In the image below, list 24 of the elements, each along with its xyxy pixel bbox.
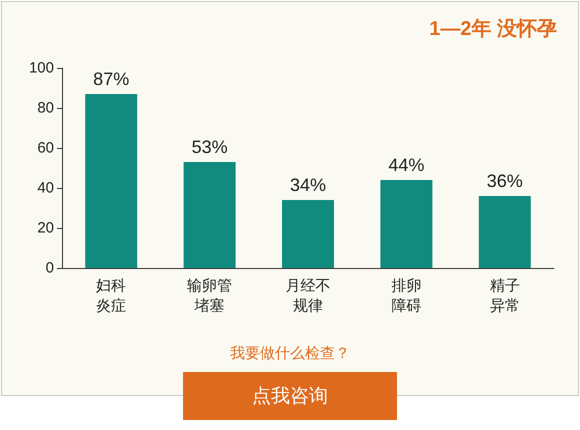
bar bbox=[478, 196, 531, 268]
y-tick-label: 40 bbox=[37, 180, 54, 196]
data-label: 44% bbox=[388, 155, 424, 175]
data-label: 34% bbox=[290, 175, 326, 195]
bar bbox=[380, 180, 432, 268]
data-label: 36% bbox=[486, 171, 523, 191]
x-tick-label: 妇科炎症 bbox=[96, 278, 126, 314]
data-label: 87% bbox=[93, 69, 130, 89]
y-tick-label: 100 bbox=[28, 60, 54, 76]
x-tick-label: 月经不规律 bbox=[286, 278, 330, 314]
data-label: 53% bbox=[192, 137, 228, 157]
x-tick-label: 精子异常 bbox=[490, 278, 520, 314]
y-tick-label: 20 bbox=[37, 220, 54, 236]
x-tick-label: 输卵管堵塞 bbox=[187, 278, 232, 314]
bar bbox=[184, 162, 236, 268]
y-tick-label: 80 bbox=[37, 100, 54, 116]
bar bbox=[85, 94, 138, 268]
bar bbox=[282, 200, 334, 268]
consult-button: 点我咨询 bbox=[183, 372, 397, 420]
y-tick-label: 60 bbox=[37, 140, 54, 156]
y-tick-label: 0 bbox=[46, 260, 54, 276]
x-tick-label: 排卵障碍 bbox=[391, 278, 422, 314]
text: 我要做什么检查？ bbox=[229, 344, 351, 363]
chart-title: 1—2年 没怀孕 bbox=[429, 18, 558, 40]
